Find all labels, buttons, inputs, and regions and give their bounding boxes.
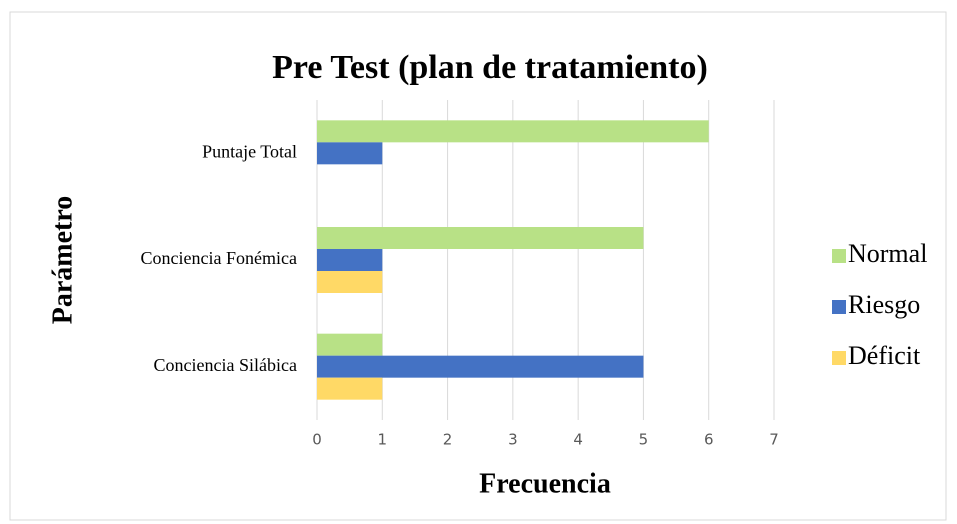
- x-tick-label: 4: [573, 431, 583, 449]
- legend-swatch: [832, 351, 846, 365]
- bar: [317, 377, 383, 400]
- x-tick-label: 7: [769, 431, 779, 449]
- x-tick-label: 1: [378, 431, 388, 449]
- bar: [317, 227, 644, 249]
- legend-swatch: [832, 300, 846, 314]
- y-tick-label: Puntaje Total: [202, 141, 297, 161]
- legend-label: Déficit: [848, 341, 921, 370]
- chart-border: [9, 11, 947, 521]
- bar: [317, 142, 383, 165]
- x-tick-label: 3: [508, 431, 518, 449]
- x-tick-label: 5: [639, 431, 649, 449]
- x-tick-label: 6: [704, 431, 714, 449]
- bar: [317, 271, 383, 293]
- y-tick-label: Conciencia Silábica: [154, 355, 297, 375]
- legend-label: Normal: [848, 239, 927, 268]
- bar: [317, 355, 644, 378]
- chart-title: Pre Test (plan de tratamiento): [272, 49, 708, 86]
- legend-swatch: [832, 249, 846, 263]
- bar: [317, 333, 383, 356]
- bar: [317, 120, 709, 143]
- x-tick-label: 0: [312, 431, 322, 449]
- y-axis-label: Parámetro: [47, 196, 78, 325]
- y-tick-label: Conciencia Fonémica: [141, 248, 297, 268]
- bar: [317, 249, 383, 271]
- legend-label: Riesgo: [848, 290, 920, 319]
- x-axis-label: Frecuencia: [479, 468, 611, 499]
- x-tick-label: 2: [443, 431, 453, 449]
